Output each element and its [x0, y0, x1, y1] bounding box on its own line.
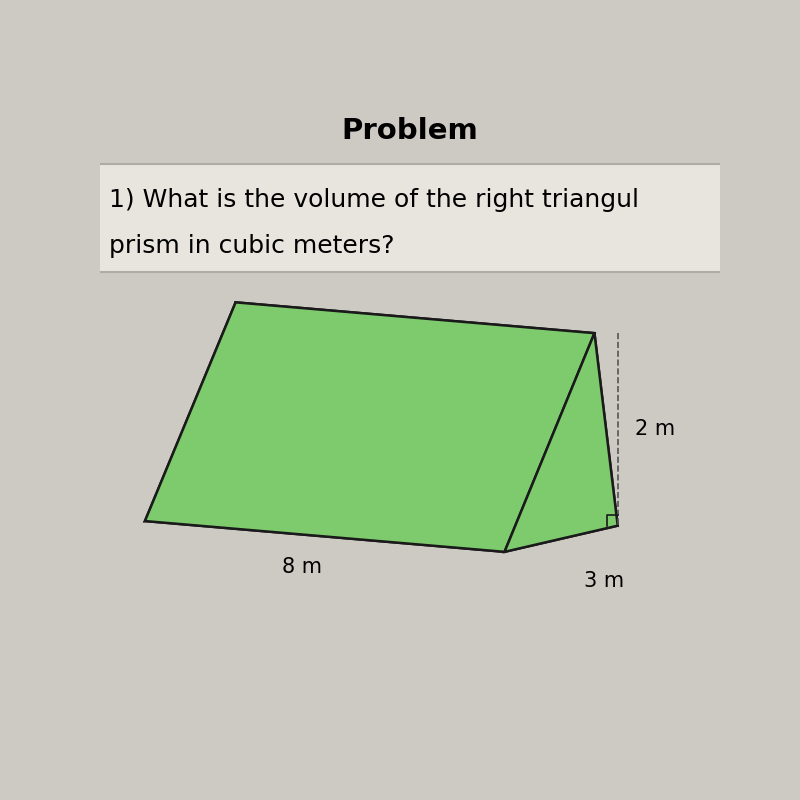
- Text: 1) What is the volume of the right triangul: 1) What is the volume of the right trian…: [110, 188, 639, 212]
- Text: Problem: Problem: [342, 117, 478, 145]
- Text: 8 m: 8 m: [282, 558, 322, 578]
- Polygon shape: [145, 302, 259, 521]
- Text: 3 m: 3 m: [584, 571, 624, 591]
- Bar: [100, 164, 720, 271]
- Text: 2 m: 2 m: [634, 419, 675, 439]
- Polygon shape: [145, 495, 618, 552]
- Polygon shape: [236, 302, 618, 526]
- Text: prism in cubic meters?: prism in cubic meters?: [110, 234, 395, 258]
- Polygon shape: [145, 302, 594, 552]
- Polygon shape: [505, 333, 618, 552]
